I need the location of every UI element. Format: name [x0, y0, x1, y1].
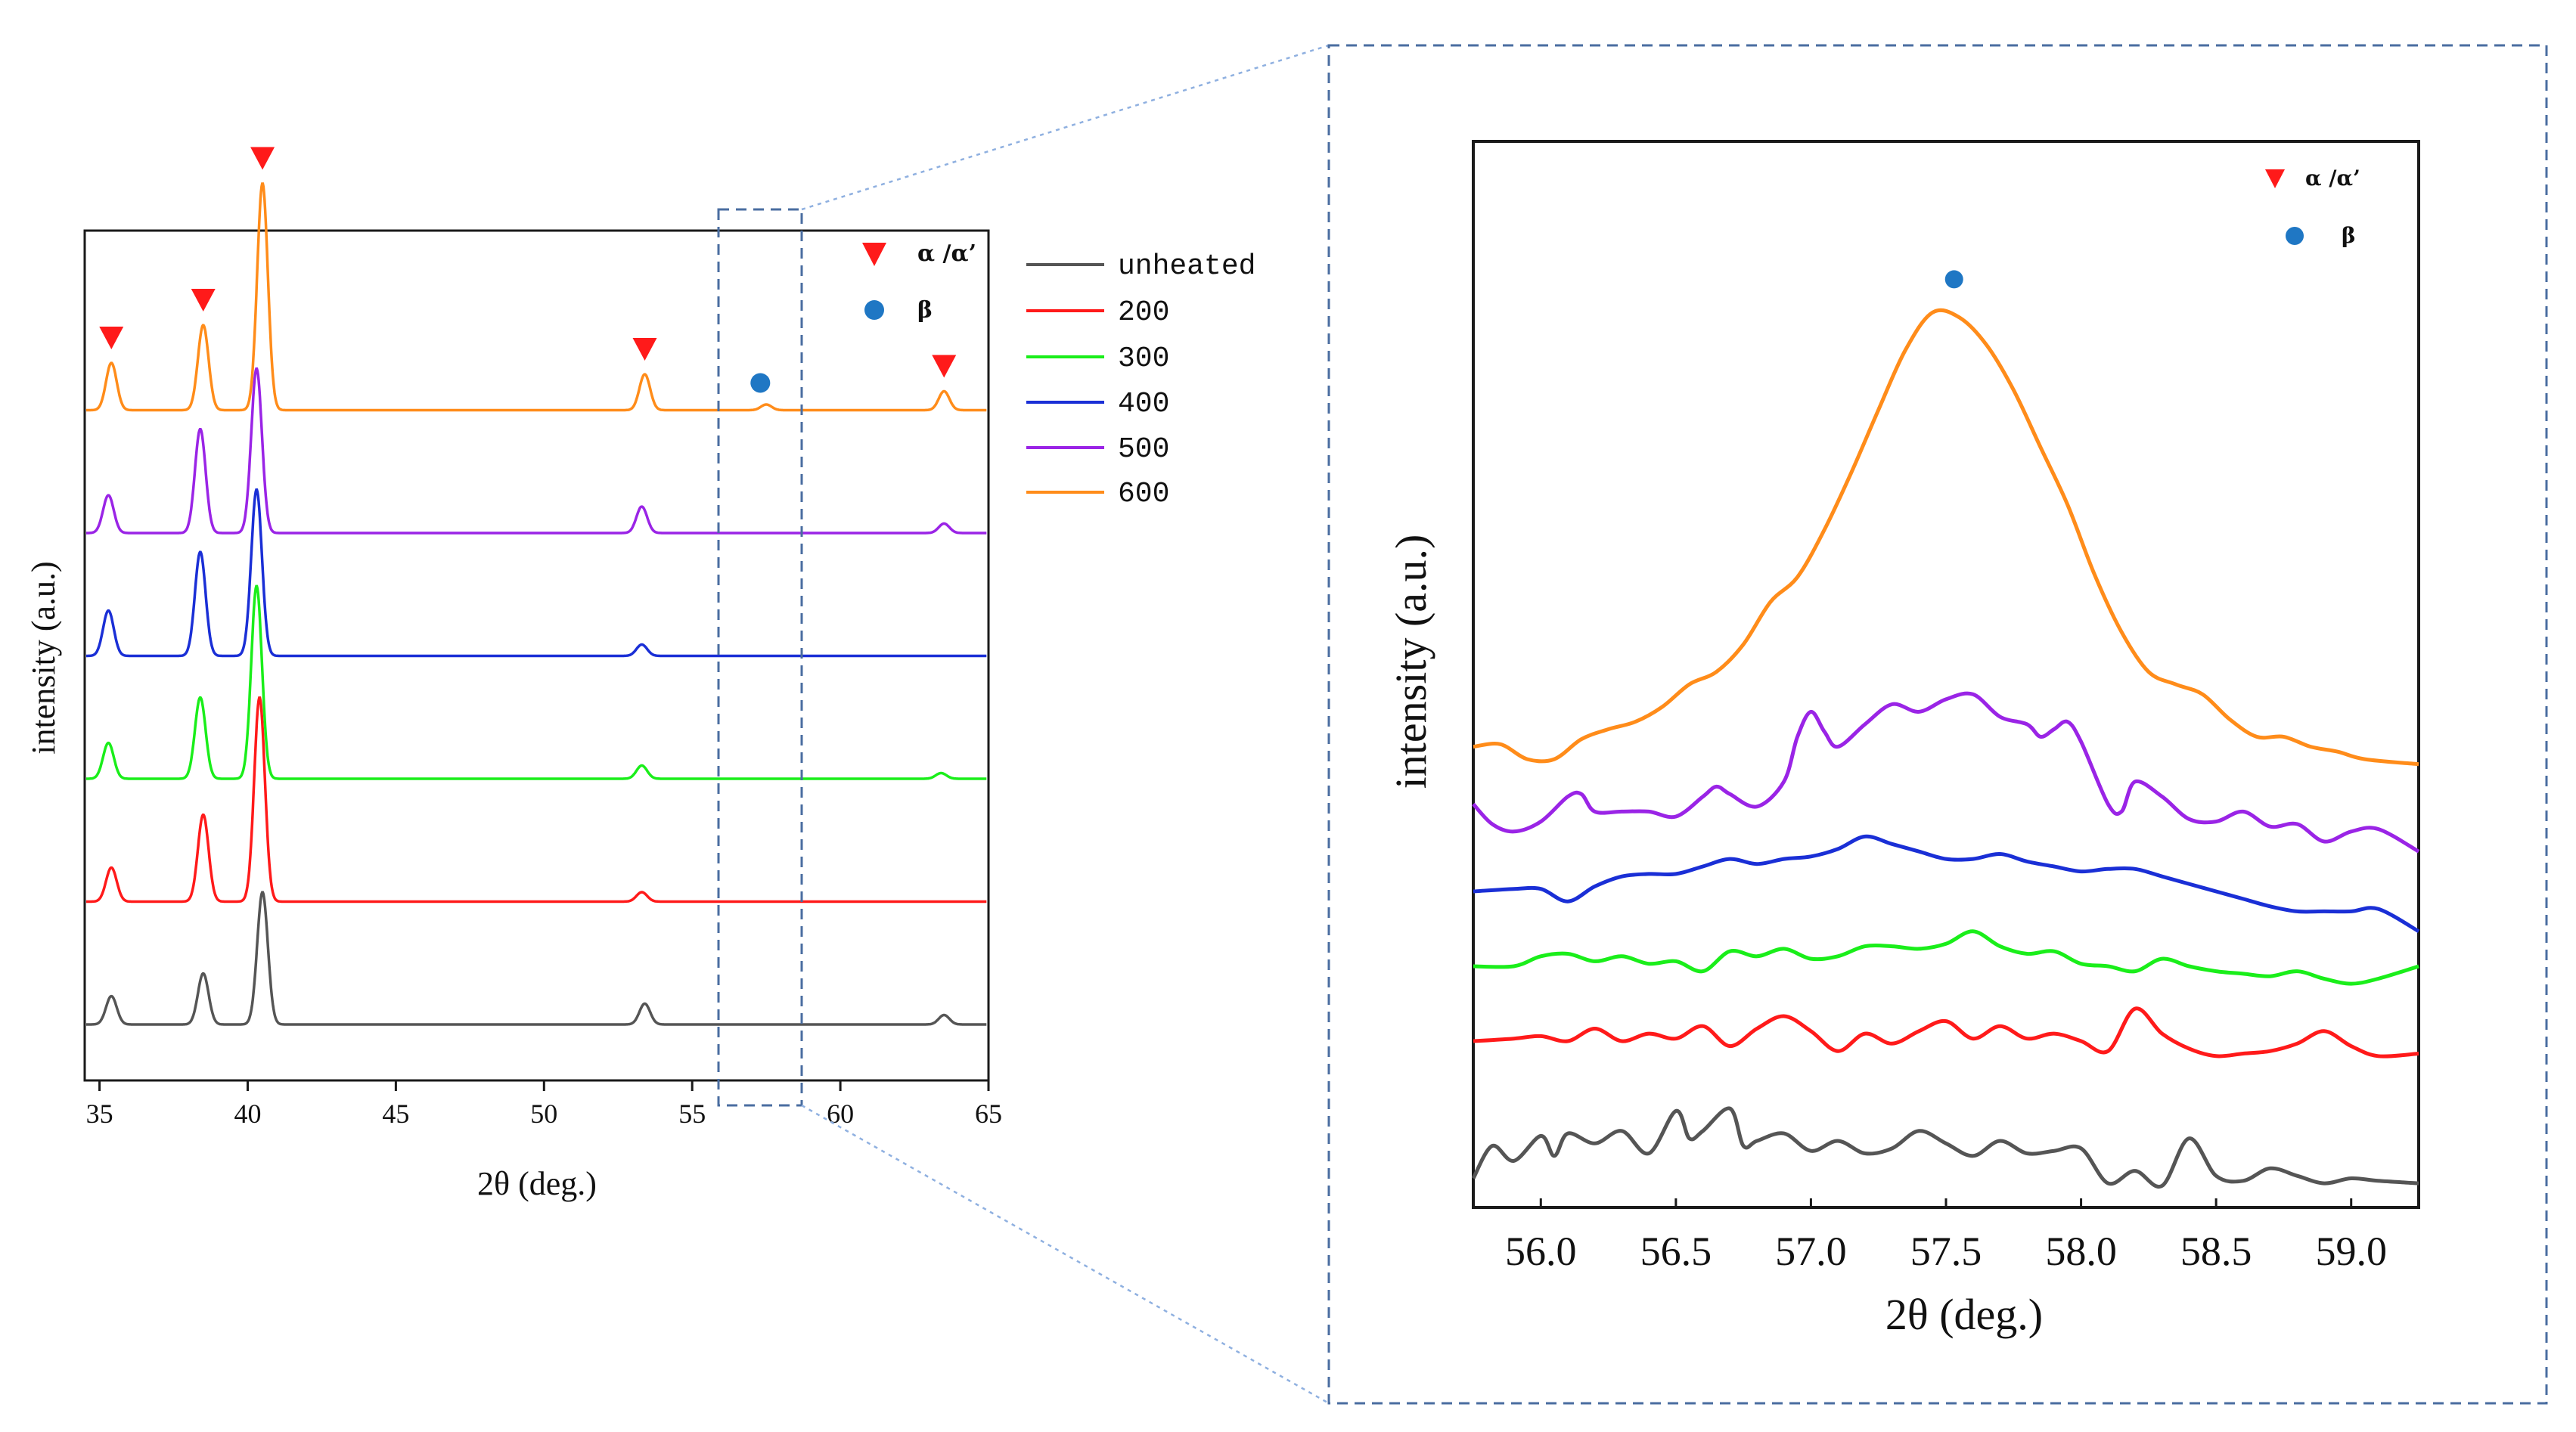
legend-label-200: 200 — [1118, 296, 1169, 329]
overview-x-tick-label: 65 — [975, 1099, 1002, 1129]
overview-series-line-400 — [86, 488, 987, 658]
zoom-series-line-600 — [1473, 308, 2419, 767]
legend-entry: 600 — [1026, 478, 1169, 510]
overview-x-tick-label: 40 — [234, 1099, 261, 1129]
legend-entry: unheated — [1026, 250, 1255, 283]
overview-x-tick-label: 60 — [827, 1099, 854, 1129]
zoom-series-line-500 — [1472, 691, 2420, 854]
zoom-y-axis-label: intensity (a.u.) — [1386, 535, 1435, 789]
zoom-x-tick-label: 57.5 — [1910, 1229, 1982, 1274]
overview-x-tick-label: 55 — [678, 1099, 706, 1129]
overview-series-line-unheated — [86, 891, 987, 1026]
overview-x-tick-label: 35 — [86, 1099, 113, 1129]
zoom-panel-border — [1327, 44, 2548, 1405]
zoom-series-line-unheated — [1471, 1106, 2419, 1189]
zoom-x-ticks: 56.0 56.5 57.0 57.5 58.0 58.5 59.0 — [1505, 1198, 2387, 1274]
overview-chart: 35 40 45 50 55 60 65 2θ (deg.) intensity (a.u.… — [25, 147, 1002, 1202]
zoom-x-tick-label: 58.5 — [2180, 1229, 2252, 1274]
series-legend: unheated 200 300 400 500 600 — [1026, 250, 1255, 510]
overview-series-line-500 — [86, 367, 987, 535]
zoom-x-tick-label: 58.0 — [2045, 1229, 2117, 1274]
overview-plot-frame — [83, 229, 990, 1082]
overview-alpha-key-marker — [862, 243, 886, 266]
zoom-series-lines — [1471, 308, 2420, 1189]
overview-series-line-300 — [86, 584, 987, 780]
legend-label-300: 300 — [1118, 343, 1169, 375]
legend-label-400: 400 — [1118, 388, 1169, 420]
zoom-x-tick-label: 59.0 — [2315, 1229, 2387, 1274]
overview-alpha-peak-marker — [99, 327, 124, 349]
overview-x-axis-label: 2θ (deg.) — [477, 1165, 597, 1202]
overview-alpha-key-label: α /α’ — [917, 240, 976, 267]
overview-phase-key: α /α’ β — [862, 240, 976, 324]
overview-alpha-peak-marker — [191, 289, 216, 312]
overview-x-tick-label: 50 — [530, 1099, 557, 1129]
legend-entry: 500 — [1026, 433, 1169, 466]
overview-x-ticks: 35 40 45 50 55 60 65 — [86, 1080, 1002, 1129]
zoom-x-axis-label: 2θ (deg.) — [1885, 1290, 2043, 1339]
overview-beta-key-label: β — [917, 297, 933, 324]
zoom-beta-peak-marker — [1944, 270, 1963, 289]
overview-series-line-200 — [86, 696, 987, 904]
zoom-series-line-400 — [1473, 834, 2420, 933]
legend-label-unheated: unheated — [1118, 250, 1255, 283]
legend-entry: 200 — [1026, 296, 1169, 329]
zoom-series-line-300 — [1473, 929, 2419, 986]
zoom-region-box — [717, 208, 803, 1107]
zoom-phase-key: α /α’ β — [2265, 166, 2360, 248]
zoom-connector-bottom — [801, 1104, 1330, 1405]
overview-series-lines — [86, 182, 987, 1026]
legend-entry: 300 — [1026, 343, 1169, 375]
zoom-indicators — [717, 44, 2548, 1405]
zoom-plot-frame — [1472, 140, 2420, 1209]
zoom-beta-key-label: β — [2342, 223, 2356, 248]
zoom-x-tick-label: 56.0 — [1505, 1229, 1577, 1274]
overview-series-line-600 — [86, 182, 987, 412]
overview-alpha-peak-marker — [250, 147, 275, 170]
zoom-peak-markers — [1944, 270, 1963, 289]
zoom-alpha-key-label: α /α’ — [2305, 166, 2360, 191]
zoom-chart: 56.0 56.5 57.0 57.5 58.0 58.5 59.0 2θ (deg.) i… — [1386, 140, 2420, 1339]
zoom-alpha-key-marker — [2265, 169, 2285, 188]
overview-alpha-peak-marker — [632, 338, 657, 361]
zoom-series-line-200 — [1473, 1006, 2419, 1059]
zoom-x-tick-label: 57.0 — [1775, 1229, 1847, 1274]
legend-label-500: 500 — [1118, 433, 1169, 466]
zoom-connector-top — [801, 44, 1330, 211]
overview-beta-key-marker — [864, 300, 884, 320]
legend-label-600: 600 — [1118, 478, 1169, 510]
overview-x-tick-label: 45 — [382, 1099, 409, 1129]
overview-peak-markers — [99, 147, 957, 393]
overview-y-axis-label: intensity (a.u.) — [25, 561, 62, 754]
zoom-x-tick-label: 56.5 — [1640, 1229, 1712, 1274]
legend-entry: 400 — [1026, 388, 1169, 420]
zoom-beta-key-marker — [2286, 227, 2304, 245]
overview-beta-peak-marker — [750, 373, 771, 393]
overview-alpha-peak-marker — [932, 355, 957, 378]
